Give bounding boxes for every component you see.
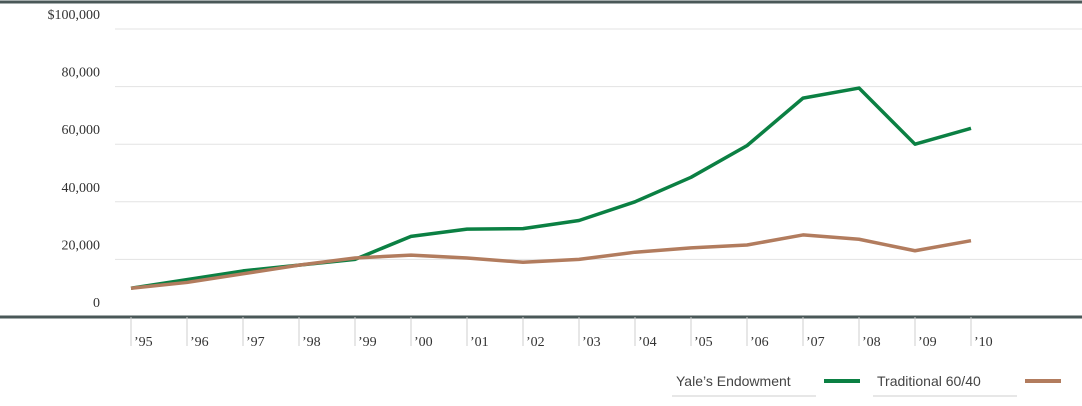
x-tick-label: ’95 <box>134 335 153 350</box>
y-tick-label: 80,000 <box>62 66 101 81</box>
x-tick-label: ’09 <box>918 335 937 350</box>
line-series <box>130 86 972 290</box>
x-tick-label: ’02 <box>526 335 545 350</box>
x-tick-label: ’96 <box>190 335 209 350</box>
x-tick-label: ’04 <box>638 335 657 350</box>
y-tick-label: 0 <box>93 296 100 311</box>
y-tick-label: $100,000 <box>48 8 101 23</box>
x-tick-label: ’00 <box>414 335 433 350</box>
x-tick-label: ’08 <box>862 335 881 350</box>
y-tick-label: 20,000 <box>62 238 101 253</box>
x-tick-label: ’05 <box>694 335 713 350</box>
legend-label: Yale’s Endowment <box>676 373 791 389</box>
y-tick-label: 60,000 <box>62 123 101 138</box>
x-tick-label: ’06 <box>750 335 769 350</box>
x-tick-label: ’03 <box>582 335 601 350</box>
x-tick-label: ’99 <box>358 335 377 350</box>
x-tick-label: ’01 <box>470 335 489 350</box>
legend-label: Traditional 60/40 <box>877 373 981 389</box>
x-tick-label: ’98 <box>302 335 321 350</box>
y-tick-label: 40,000 <box>62 181 101 196</box>
x-tick-label: ’97 <box>246 335 265 350</box>
x-tick-label: ’10 <box>974 335 993 350</box>
x-tick-label: ’07 <box>806 335 825 350</box>
line-series <box>130 233 972 290</box>
